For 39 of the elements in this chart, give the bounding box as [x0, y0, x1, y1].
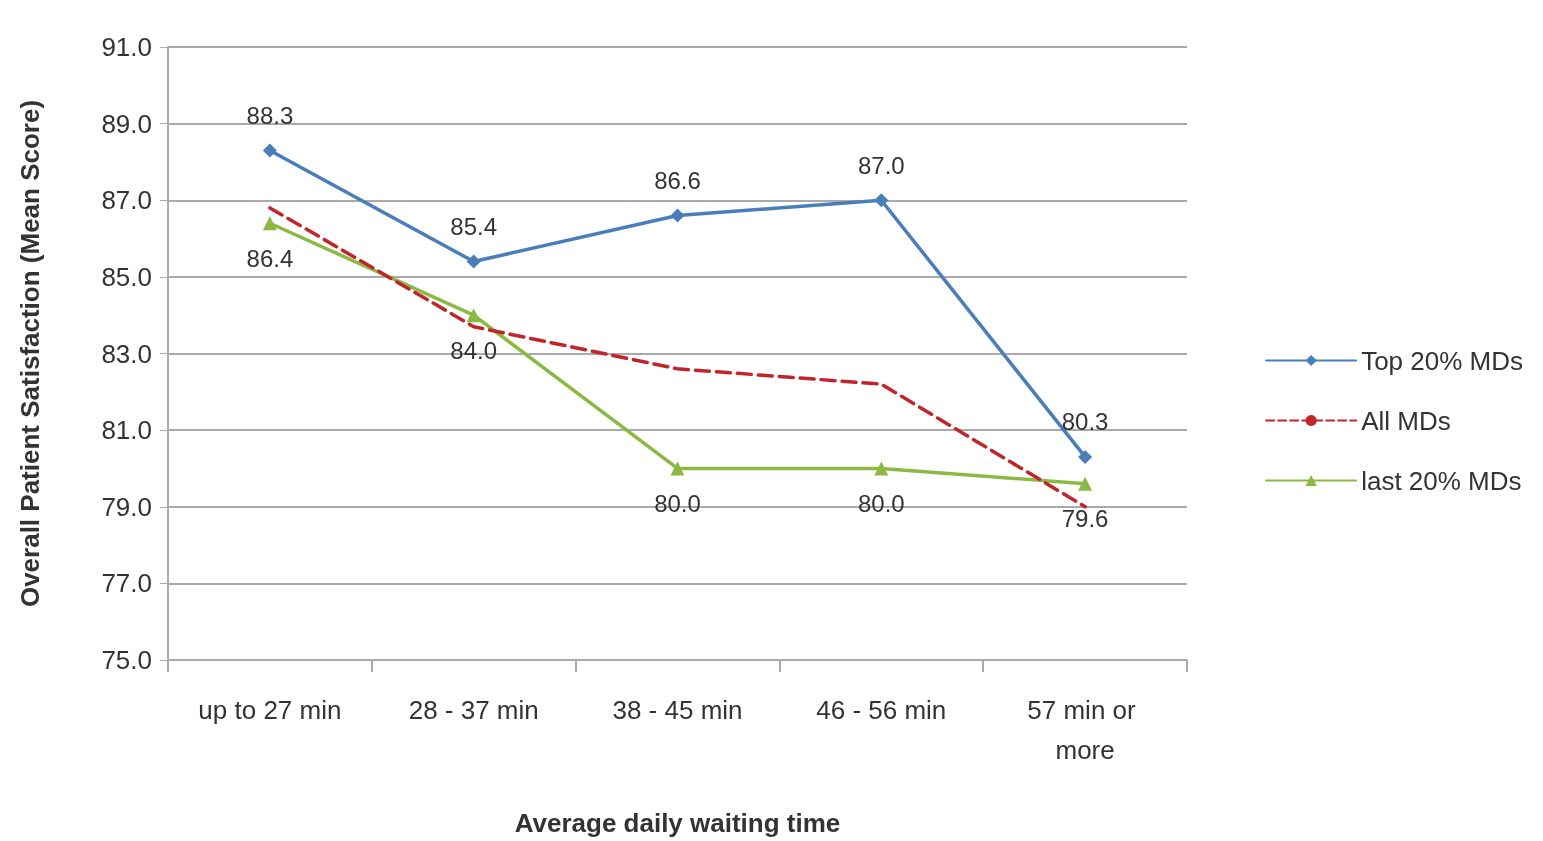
point	[466, 254, 481, 269]
y-tick-label: 91.0	[101, 32, 152, 62]
point	[670, 208, 685, 223]
y-tick-label: 83.0	[101, 338, 152, 369]
data-label: 86.6	[654, 167, 701, 195]
y-tick-label: 79.0	[101, 491, 152, 522]
x-tick-label: 28 - 37 min	[408, 695, 539, 725]
y-tick-label: 87.0	[101, 185, 152, 216]
x-tick-label: 46 - 56 min	[816, 695, 947, 725]
y-tick-label: 81.0	[101, 415, 152, 446]
point	[1078, 449, 1093, 464]
x-tick-label: 38 - 45 min	[612, 695, 743, 725]
x-tick-label: 57 min or more	[1027, 695, 1143, 765]
point	[262, 143, 277, 158]
point	[874, 193, 889, 208]
x-axis-title: Average daily waiting time	[514, 808, 841, 838]
y-axis-title: Overall Patient Satisfaction (Mean Score)	[15, 99, 45, 608]
data-label: 80.3	[1061, 408, 1109, 436]
point	[1078, 476, 1093, 491]
legend-label: Top 20% MDs	[1361, 345, 1523, 376]
y-tick-label: 75.0	[101, 645, 152, 675]
y-tick-label: 77.0	[101, 568, 152, 599]
legend-label: last 20% MDs	[1361, 465, 1522, 496]
data-label: 84.0	[450, 336, 498, 364]
data-label: 79.6	[1061, 505, 1109, 533]
data-label: 85.4	[450, 213, 498, 241]
legend-label: All MDs	[1361, 405, 1451, 436]
data-label: 80.0	[654, 489, 701, 517]
point	[670, 461, 685, 476]
data-label: 87.0	[857, 151, 905, 179]
y-tick-label: 85.0	[101, 261, 152, 292]
data-label: 86.4	[246, 244, 294, 272]
x-tick-label: up to 27 min	[198, 695, 342, 725]
point	[466, 308, 481, 323]
data-label: 88.3	[246, 101, 294, 129]
y-tick-label: 89.0	[101, 108, 152, 139]
data-label: 80.0	[857, 489, 905, 517]
point	[262, 216, 277, 231]
point	[874, 461, 889, 476]
